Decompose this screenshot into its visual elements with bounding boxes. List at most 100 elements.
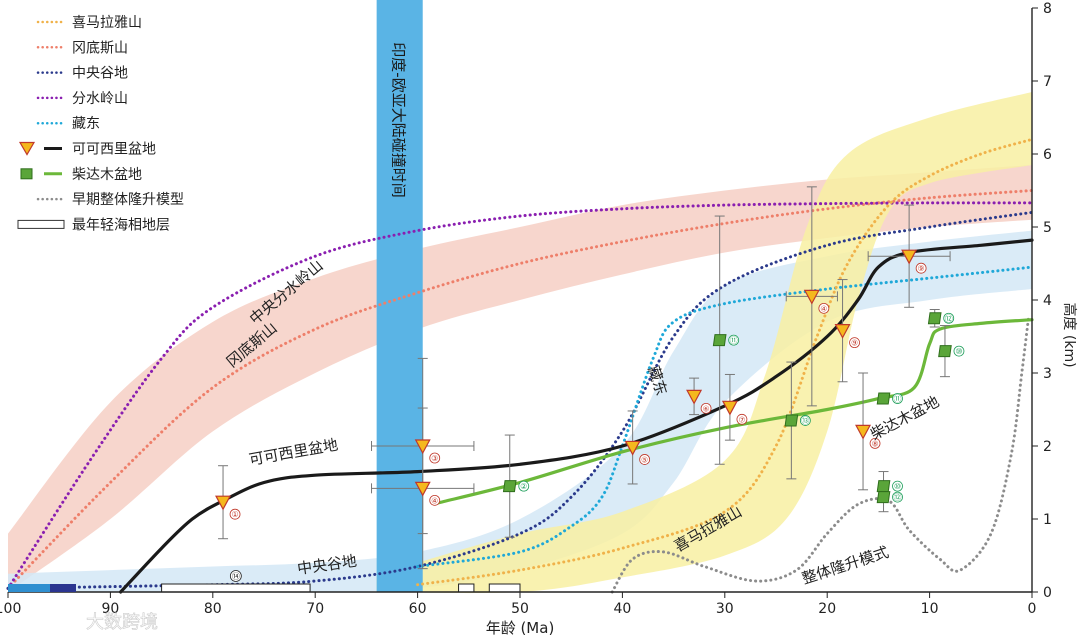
y-tick-label-8: 8 [1043, 1, 1052, 17]
legend-triangle-icon-5 [18, 141, 36, 156]
kekexili-marker-label-5: ⑦ [738, 415, 745, 424]
kekexili-marker-label-4: ⑥ [702, 404, 709, 413]
qaidam-marker-3 [876, 392, 891, 405]
qaidam-marker-label-7: ⑫ [894, 493, 902, 502]
collision-band-rect [376, 0, 423, 592]
data-points: ① ③ ④ ⑤ ⑥ ⑦ ④ ⑨ ⑧ ⑨ ⑪ ② ⑬ ⑪ ⑫ ⑩ ⑩ ⑫ [215, 249, 965, 520]
kekexili-marker-label-circle-6 [818, 302, 830, 314]
x-axis-title: 年龄 (Ma) [486, 619, 555, 637]
qaidam-marker-label-0: ⑪ [730, 336, 738, 345]
kekexili-marker-label-circle-3 [639, 454, 651, 465]
legend-label-1: 冈底斯山 [72, 40, 128, 56]
qaidam-marker-label-circle-1 [518, 480, 530, 492]
legend-item-5: 可可西里盆地 [18, 141, 156, 158]
y-tick-label-1: 1 [1043, 512, 1052, 528]
qaidam-marker-2 [784, 414, 799, 427]
kekexili-marker-0 [215, 495, 232, 511]
legend-item-6: 柴达木盆地 [20, 167, 142, 183]
watermark-text: 大数跨境 [86, 612, 158, 633]
legend-square-icon-6 [20, 168, 33, 180]
kekexili-marker-label-circle-0 [229, 508, 241, 520]
y-ticks: 0 1 2 3 4 5 6 7 8 [1032, 1, 1052, 601]
kekexili-marker-2 [414, 481, 431, 497]
qaidam-marker-label-circle-4 [943, 312, 955, 324]
legend-item-7: 早期整体隆升模型 [36, 192, 184, 208]
marine-stratum-1 [458, 583, 475, 593]
kekexili-marker-label-7: ⑨ [851, 339, 858, 348]
series-line-3 [416, 265, 1034, 568]
x-tick-label-3: 70 [306, 601, 324, 617]
qaidam-marker-label-3: ⑪ [894, 395, 902, 404]
qaidam-marker-label-circle-0 [728, 334, 740, 346]
kekexili-marker-3 [624, 440, 641, 456]
qaidam-marker-4 [927, 312, 942, 325]
legend-label-8: 最年轻海相地层 [72, 217, 170, 233]
x-tick-label-2: 80 [204, 601, 222, 617]
collision-band-label: 印度-欧亚大陆碰撞时间 [390, 42, 408, 197]
time-bar-segment-0 [8, 584, 50, 592]
watermark: 大数跨境 [58, 609, 158, 633]
legend-label-0: 喜马拉雅山 [72, 15, 142, 31]
time-bar-segment-1 [50, 584, 76, 592]
qaidam-marker-label-5: ⑩ [955, 347, 962, 356]
kekexili-marker-9 [901, 249, 918, 265]
legend-label-3: 分水岭山 [72, 91, 128, 107]
qaidam-marker-1 [502, 480, 517, 493]
kekexili-marker-label-circle-2 [429, 494, 441, 506]
qaidam-marker-7 [876, 491, 891, 504]
band-2 [376, 92, 1033, 594]
kekexili-marker-label-2: ④ [431, 496, 438, 505]
x-tick-label-4: 60 [409, 601, 427, 617]
qaidam-marker-label-circle-2 [799, 415, 811, 426]
legend-item-3: 分水岭山 [36, 91, 128, 107]
qaidam-marker-label-circle-6 [892, 480, 903, 492]
series-line-0 [6, 189, 1034, 590]
legend-label-5: 可可西里盆地 [72, 142, 156, 158]
qaidam-marker-label-2: ⑬ [801, 416, 809, 425]
y-tick-label-6: 6 [1043, 147, 1052, 163]
kekexili-marker-6 [803, 289, 820, 305]
kekexili-marker-8 [855, 424, 872, 440]
series-lines [6, 137, 1034, 594]
collision-band: 印度-欧亚大陆碰撞时间 [376, 0, 423, 592]
curve-label-kekexili: 可可西里盆地 [248, 436, 340, 469]
legend-label-2: 中央谷地 [72, 66, 128, 82]
legend-label-4: 藏东 [72, 116, 100, 132]
x-tick-label-10: 0 [1028, 601, 1037, 617]
legend-label-6: 柴达木盆地 [72, 167, 142, 183]
qaidam-marker-5 [938, 345, 952, 358]
y-tick-label-2: 2 [1043, 439, 1052, 455]
legend-swatch-box-8 [17, 219, 65, 229]
legend-item-1: 冈底斯山 [36, 40, 128, 56]
kekexili-marker-4 [686, 389, 703, 405]
series-line-1 [6, 201, 1034, 590]
marine-stratum-2 [488, 583, 521, 593]
qaidam-marker-label-1: ② [520, 482, 527, 491]
marine-strata: ⑭ [161, 570, 521, 593]
kekexili-marker-label-8: ⑧ [871, 439, 878, 448]
x-tick-label-1: 90 [101, 601, 119, 617]
legend-label-7: 早期整体隆升模型 [72, 192, 184, 208]
kekexili-marker-5 [721, 400, 738, 416]
kekexili-marker-label-0: ① [231, 510, 238, 519]
kekexili-marker-label-circle-7 [849, 337, 860, 349]
qaidam-marker-label-circle-7 [892, 491, 903, 503]
kekexili-marker-label-3: ⑤ [641, 455, 648, 464]
kekexili-marker-label-9: ⑨ [918, 264, 925, 273]
legend-item-4: 藏东 [36, 116, 100, 132]
x-tick-label-9: 10 [921, 601, 939, 617]
marine-stratum-0 [161, 583, 311, 593]
legend: 喜马拉雅山冈底斯山中央谷地分水岭山藏东可可西里盆地柴达木盆地早期整体隆升模型最年… [17, 15, 184, 233]
kekexili-marker-label-circle-5 [736, 413, 748, 425]
legend-item-2: 中央谷地 [36, 66, 128, 82]
kekexili-marker-label-circle-1 [429, 452, 441, 464]
curve-label-uplift-model: 整体隆升模式 [800, 543, 891, 588]
series-line-7 [436, 318, 1034, 505]
marine-stratum-label-circle-0 [229, 570, 242, 582]
y-tick-label-3: 3 [1043, 366, 1052, 382]
y-tick-label-0: 0 [1043, 585, 1052, 601]
time-bar [8, 584, 76, 592]
legend-item-0: 喜马拉雅山 [36, 15, 142, 31]
